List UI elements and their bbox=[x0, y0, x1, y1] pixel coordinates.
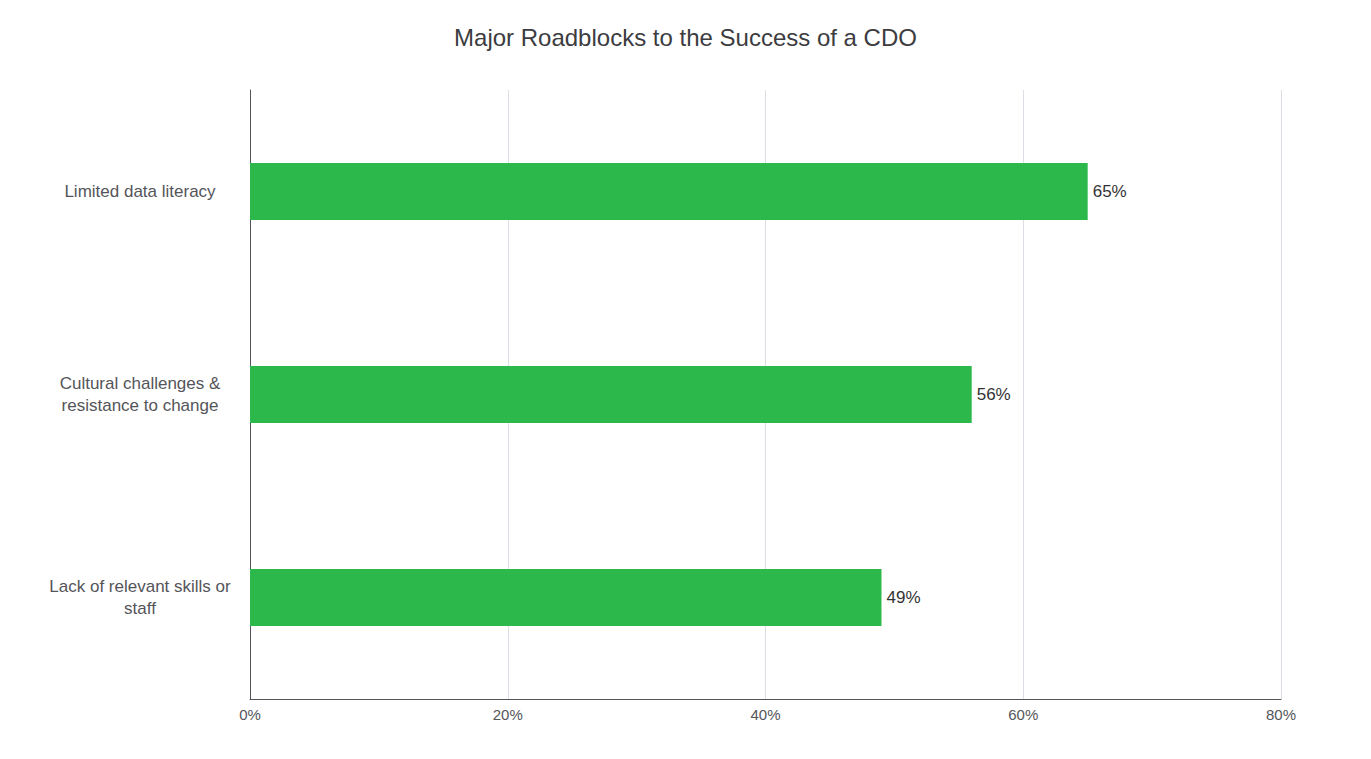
svg-text:40%: 40% bbox=[750, 706, 780, 723]
svg-text:60%: 60% bbox=[1008, 706, 1038, 723]
svg-text:80%: 80% bbox=[1266, 706, 1296, 723]
svg-text:Lack of relevant skills or: Lack of relevant skills or bbox=[49, 577, 231, 596]
svg-text:65%: 65% bbox=[1093, 182, 1127, 201]
svg-text:resistance to change: resistance to change bbox=[62, 396, 219, 415]
svg-text:Limited data literacy: Limited data literacy bbox=[64, 182, 216, 201]
svg-text:56%: 56% bbox=[977, 385, 1011, 404]
svg-text:staff: staff bbox=[124, 599, 156, 618]
svg-text:Cultural challenges &: Cultural challenges & bbox=[60, 374, 221, 393]
svg-text:49%: 49% bbox=[886, 588, 920, 607]
svg-text:Major Roadblocks to the Succes: Major Roadblocks to the Success of a CDO bbox=[454, 24, 917, 51]
svg-text:0%: 0% bbox=[239, 706, 261, 723]
svg-text:20%: 20% bbox=[493, 706, 523, 723]
